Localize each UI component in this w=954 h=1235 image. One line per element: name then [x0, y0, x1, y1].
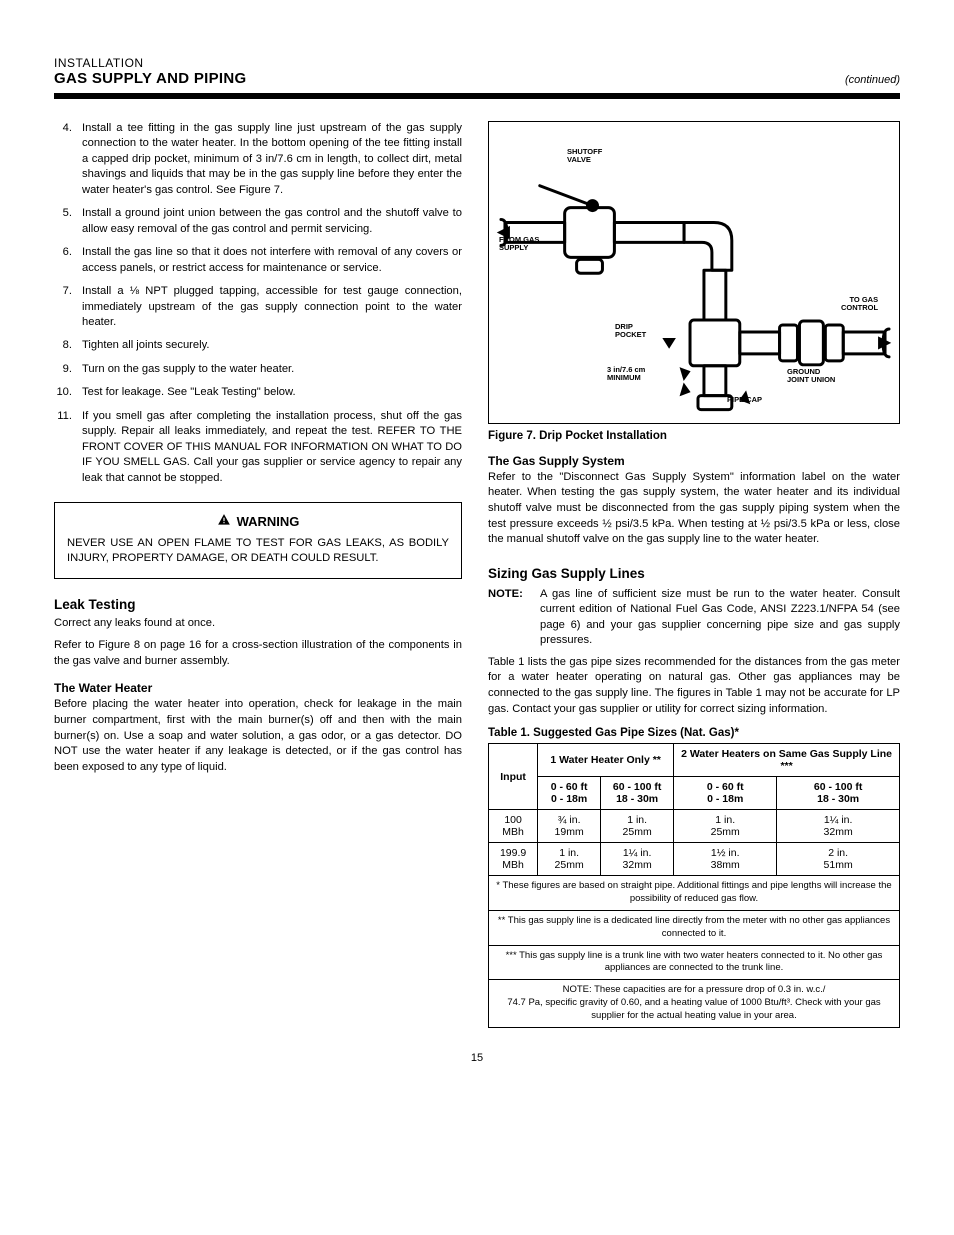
leak-body: Before placing the water heater into ope…	[54, 697, 462, 775]
note-label: NOTE:	[488, 587, 532, 649]
fig-label-cap: PIPE CAP	[727, 396, 762, 404]
fig-label-drip: DRIPPOCKET	[615, 323, 646, 339]
td: 1½ in.38mm	[674, 843, 777, 876]
install-steps: 4.Install a tee fitting in the gas suppl…	[54, 121, 462, 486]
gas-supply-system-para: Refer to the "Disconnect Gas Supply Syst…	[488, 470, 900, 548]
step-num: 8.	[54, 338, 72, 353]
td: 1 in.25mm	[674, 810, 777, 843]
th-single: 1 Water Heater Only **	[538, 744, 674, 777]
fig-label-to: TO GASCONTROL	[841, 296, 878, 312]
warning-box: WARNING NEVER USE AN OPEN FLAME TO TEST …	[54, 502, 462, 579]
step-body: If you smell gas after completing the in…	[82, 409, 462, 486]
th-range-4: 60 - 100 ft18 - 30m	[777, 777, 900, 810]
td: 1 in.25mm	[601, 810, 674, 843]
leak-p2: Refer to Figure 8 on page 16 for a cross…	[54, 638, 462, 669]
footnote: ** This gas supply line is a dedicated l…	[489, 911, 900, 946]
step-num: 11.	[54, 409, 72, 486]
step-num: 10.	[54, 385, 72, 400]
footnote: * These figures are based on straight pi…	[489, 876, 900, 911]
th-range-2: 60 - 100 ft18 - 30m	[601, 777, 674, 810]
sizing-para: Table 1 lists the gas pipe sizes recomme…	[488, 655, 900, 718]
td: ¾ in.19mm	[538, 810, 601, 843]
td: 199.9MBh	[489, 843, 538, 876]
figure-7: SHUTOFFVALVE FROM GASSUPPLY DRIPPOCKET 3…	[488, 121, 900, 424]
step-body: Install a ground joint union between the…	[82, 206, 462, 237]
th-double: 2 Water Heaters on Same Gas Supply Line …	[674, 744, 900, 777]
th-range-1: 0 - 60 ft0 - 18m	[538, 777, 601, 810]
fig-label-union: GROUNDJOINT UNION	[787, 368, 835, 384]
step-body: Tighten all joints securely.	[82, 338, 462, 353]
leak-testing-heading: Leak Testing	[54, 597, 462, 612]
fig-label-shutoff: SHUTOFFVALVE	[567, 148, 602, 164]
th-input: Input	[489, 744, 538, 810]
note-body: A gas line of sufficient size must be ru…	[540, 587, 900, 649]
step-body: Test for leakage. See "Leak Testing" bel…	[82, 385, 462, 400]
section-preheader: INSTALLATION	[54, 56, 900, 70]
table-row: 100MBh ¾ in.19mm 1 in.25mm 1 in.25mm 1¼ …	[489, 810, 900, 843]
step-body: Install the gas line so that it does not…	[82, 245, 462, 276]
table-row: 199.9MBh 1 in.25mm 1¼ in.32mm 1½ in.38mm…	[489, 843, 900, 876]
sizing-heading: Sizing Gas Supply Lines	[488, 566, 900, 581]
leak-p1: Correct any leaks found at once.	[54, 616, 462, 632]
step-body: Turn on the gas supply to the water heat…	[82, 362, 462, 377]
table-caption: Table 1. Suggested Gas Pipe Sizes (Nat. …	[488, 727, 900, 739]
step-num: 7.	[54, 284, 72, 330]
step-body: Install a tee fitting in the gas supply …	[82, 121, 462, 198]
figure-caption: Figure 7. Drip Pocket Installation	[488, 430, 900, 442]
td: 2 in.51mm	[777, 843, 900, 876]
gas-supply-system-heading: The Gas Supply System	[488, 454, 900, 468]
td: 100MBh	[489, 810, 538, 843]
td: 1¼ in.32mm	[601, 843, 674, 876]
step-num: 4.	[54, 121, 72, 198]
leak-subheading: The Water Heater	[54, 681, 462, 695]
warning-icon	[217, 513, 231, 530]
td: 1¼ in.32mm	[777, 810, 900, 843]
page-title: GAS SUPPLY AND PIPING	[54, 70, 246, 87]
footnote: *** This gas supply line is a trunk line…	[489, 945, 900, 980]
td: 1 in.25mm	[538, 843, 601, 876]
footnote: NOTE: These capacities are for a pressur…	[489, 980, 900, 1027]
th-range-3: 0 - 60 ft0 - 18m	[674, 777, 777, 810]
fig-label-min: 3 in/7.6 cmMINIMUM	[607, 366, 645, 382]
header-rule	[54, 93, 900, 99]
page-number: 15	[54, 1052, 900, 1064]
warning-text: NEVER USE AN OPEN FLAME TO TEST FOR GAS …	[67, 536, 449, 566]
page-subtitle: (continued)	[845, 74, 900, 86]
fig-label-from: FROM GASSUPPLY	[499, 236, 539, 252]
warning-label: WARNING	[237, 514, 300, 529]
step-body: Install a ⅛ NPT plugged tapping, accessi…	[82, 284, 462, 330]
step-num: 6.	[54, 245, 72, 276]
gas-pipe-size-table: Input 1 Water Heater Only ** 2 Water Hea…	[488, 743, 900, 1027]
step-num: 9.	[54, 362, 72, 377]
step-num: 5.	[54, 206, 72, 237]
